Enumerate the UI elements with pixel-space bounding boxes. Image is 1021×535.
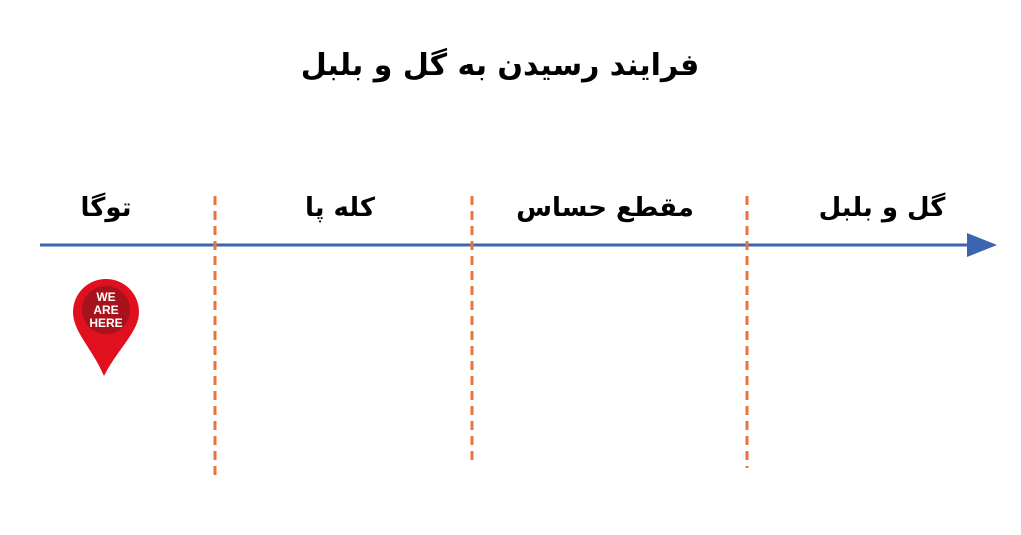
diagram-title: فرایند رسیدن به گل و بلبل <box>300 48 700 83</box>
pin-text-line: WE <box>96 290 115 304</box>
pin-text-line: ARE <box>93 303 118 317</box>
stage-label: توگا <box>80 193 132 223</box>
we-are-here-pin-icon: WE ARE HERE <box>73 279 139 376</box>
stage-label: گل و بلبل <box>818 193 946 223</box>
pin-text-line: HERE <box>89 316 122 330</box>
stage-label: مقطع حساس <box>516 193 694 223</box>
stage-label: کله پا <box>304 193 376 223</box>
